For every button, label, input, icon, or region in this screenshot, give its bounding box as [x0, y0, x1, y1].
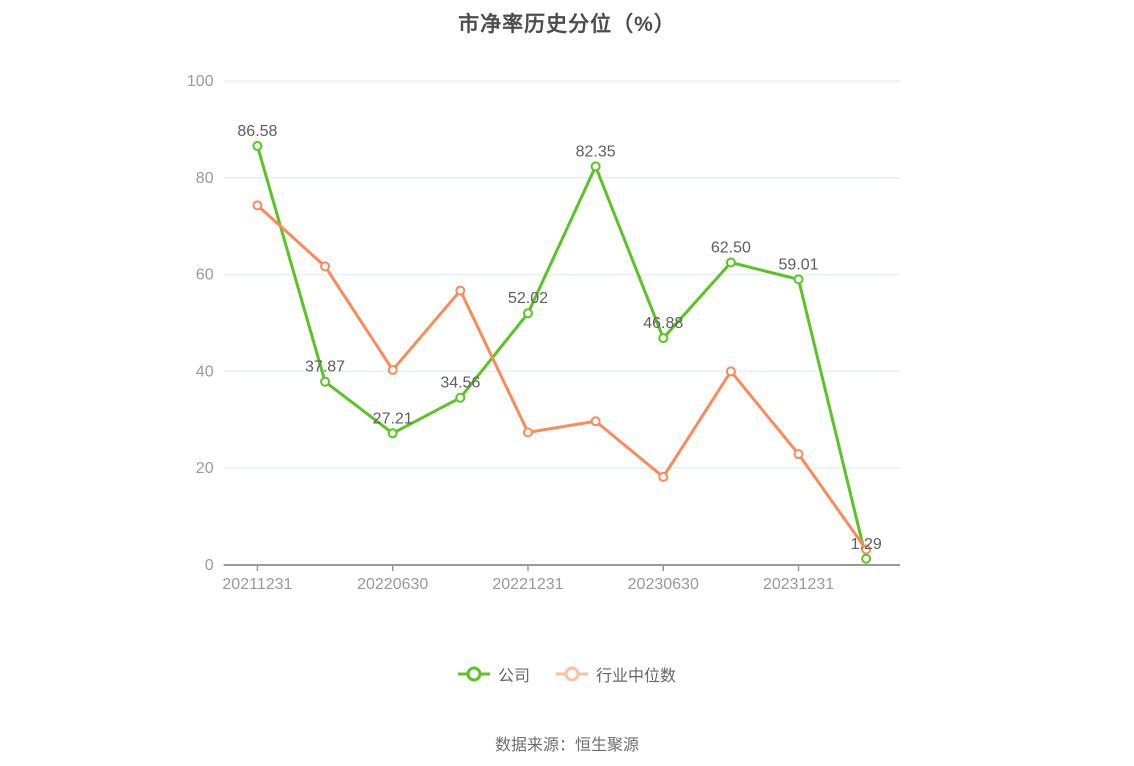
data-label-series-0: 86.58 [237, 123, 277, 140]
data-label-series-0: 37.87 [305, 359, 345, 376]
data-point-series-1 [320, 261, 331, 272]
y-tick-label: 0 [205, 557, 214, 574]
data-point-series-0 [455, 392, 466, 403]
data-point-series-1 [455, 285, 466, 296]
legend-item-industry-median[interactable]: 行业中位数 [556, 662, 676, 686]
data-label-series-0: 62.50 [711, 240, 751, 257]
line-chart: 0 20 40 60 80 100 20211231 20220630 20221231 2023… [187, 73, 900, 593]
chart-legend: 公司 行业中位数 [0, 662, 1134, 686]
y-tick-label: 80 [196, 170, 214, 187]
data-point-series-0 [252, 140, 263, 151]
data-point-series-0 [522, 308, 533, 319]
data-point-series-1 [861, 544, 872, 555]
chart-title: 市净率历史分位（%） [458, 13, 676, 36]
y-tick-label: 40 [196, 363, 214, 380]
x-tick-label: 20231231 [763, 576, 834, 593]
data-point-series-1 [725, 366, 736, 377]
data-label-series-0: 46.88 [643, 315, 683, 332]
data-point-series-1 [590, 416, 601, 427]
x-tick-label: 20221231 [492, 576, 563, 593]
x-tick-label: 20230630 [628, 576, 699, 593]
data-point-series-0 [658, 333, 669, 344]
y-tick-label: 20 [196, 460, 214, 477]
data-point-series-1 [793, 449, 804, 460]
series-line-0 [255, 144, 868, 561]
data-point-series-0 [725, 257, 736, 268]
data-label-series-0: 27.21 [373, 410, 413, 427]
data-label-series-0: 1.29 [851, 536, 882, 553]
company-series-icon [457, 666, 490, 682]
data-point-series-0 [387, 428, 398, 439]
data-label-series-0: 34.56 [440, 375, 480, 392]
x-tick-label: 20211231 [222, 576, 292, 593]
data-source-note: 数据来源：恒生聚源 [494, 737, 639, 754]
data-point-series-1 [252, 200, 263, 211]
data-point-series-0 [320, 376, 331, 387]
data-label-series-0: 59.01 [779, 256, 819, 273]
industry-median-series-icon [556, 666, 588, 682]
data-point-series-1 [522, 427, 533, 438]
data-point-series-0 [590, 161, 601, 172]
data-point-series-1 [387, 364, 398, 375]
data-point-series-0 [861, 553, 872, 564]
legend-label-company: 公司 [497, 668, 530, 685]
legend-label-industry-median: 行业中位数 [596, 668, 677, 685]
data-point-series-1 [658, 471, 669, 482]
y-tick-label: 60 [196, 267, 214, 284]
legend-item-company[interactable]: 公司 [457, 662, 530, 686]
series-line-1 [255, 203, 868, 552]
data-point-series-0 [793, 274, 804, 285]
y-tick-label: 100 [187, 73, 214, 90]
data-label-series-0: 82.35 [576, 143, 616, 160]
data-label-series-0: 52.02 [508, 290, 548, 307]
x-tick-label: 20220630 [357, 576, 428, 593]
